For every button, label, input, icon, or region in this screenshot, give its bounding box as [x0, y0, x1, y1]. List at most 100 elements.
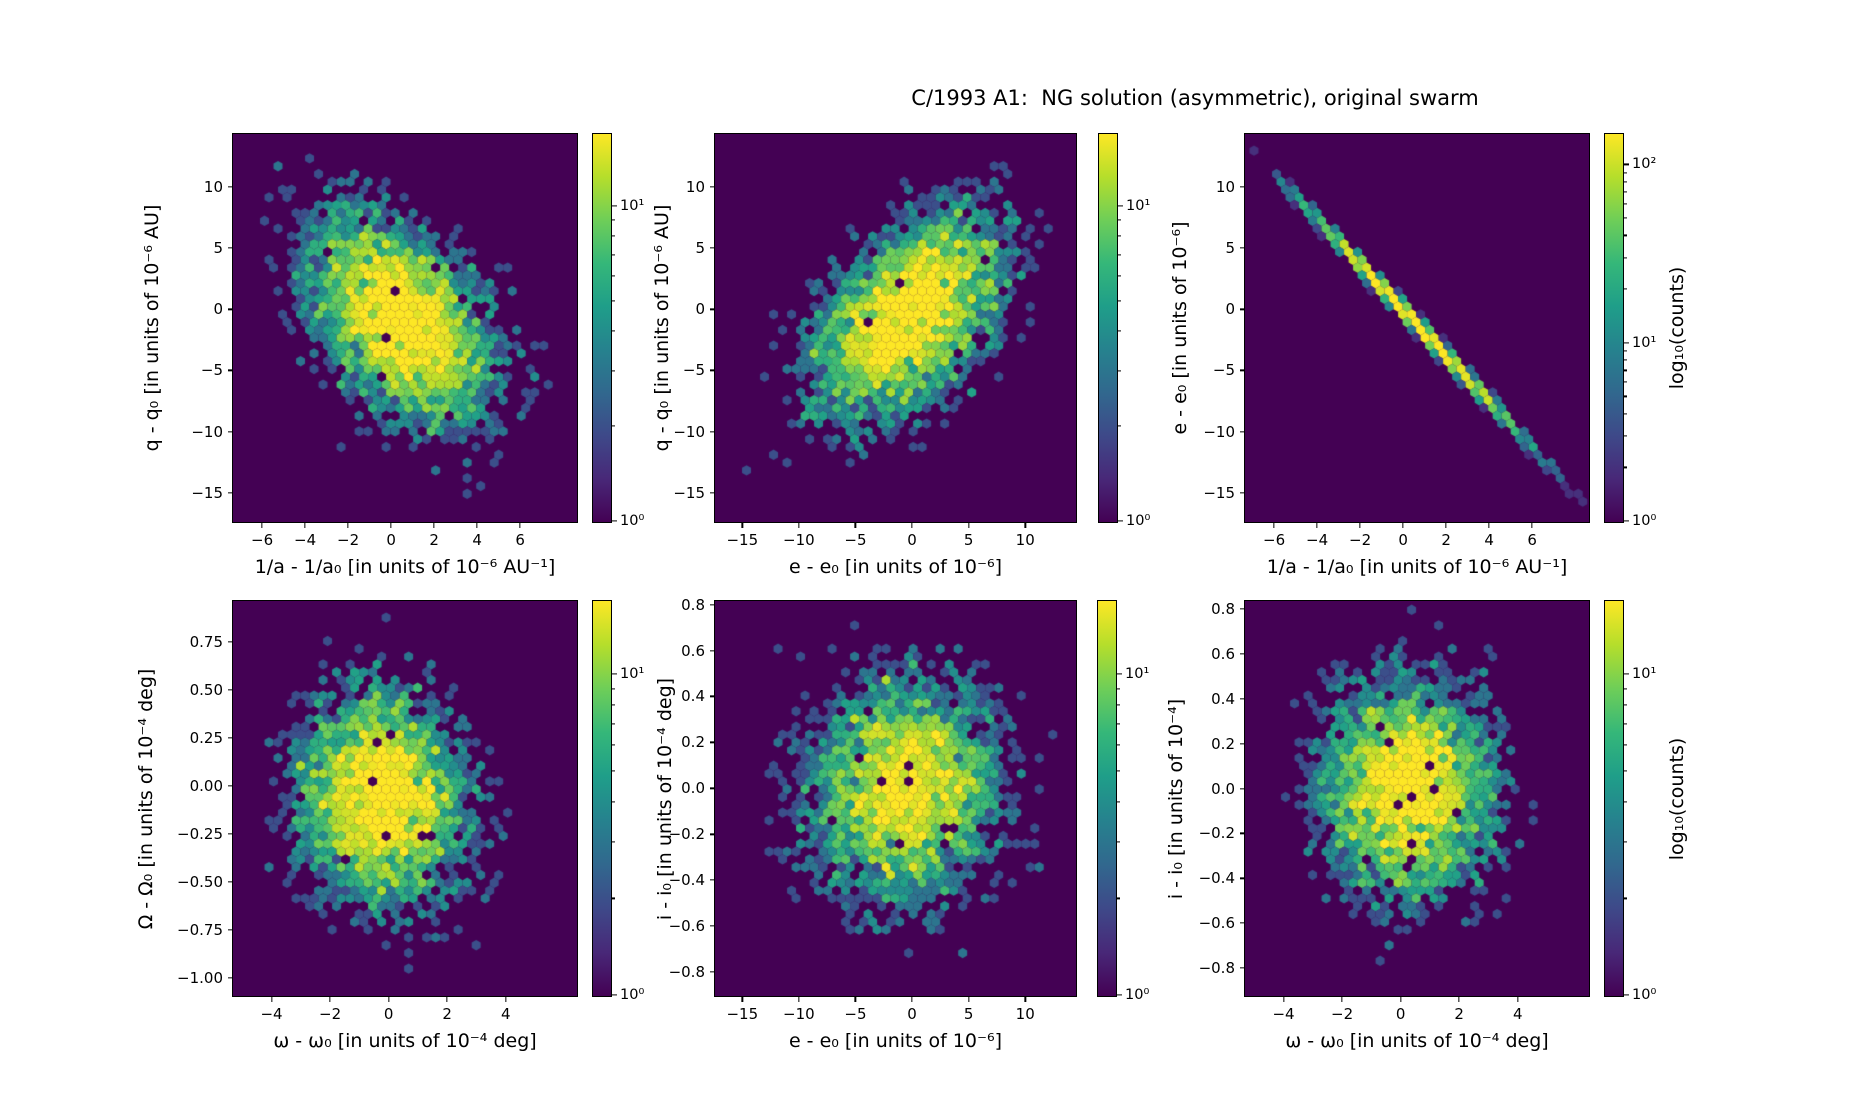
y-tick-mark [1239, 430, 1244, 433]
colorbar: 10² 10¹ 10⁰ log₁₀(counts) [1604, 133, 1688, 529]
colorbar-label: log₁₀(counts) [1666, 737, 1688, 860]
y-tick-mark [709, 369, 714, 372]
y-tick-label: −0.8 [1198, 959, 1235, 978]
colorbar-minor-tick-mark [612, 801, 616, 803]
x-tick-mark [1359, 523, 1361, 528]
colorbar-gradient [1098, 133, 1118, 523]
x-tick-label: 0 [907, 1005, 917, 1023]
y-tick-label: 10 [203, 177, 223, 196]
hexbin-canvas [233, 134, 577, 522]
y-axis-label: Ω - Ω₀ [in units of 10⁻⁴ deg] [135, 668, 157, 929]
x-tick-mark [967, 523, 970, 528]
colorbar-tick-mark [612, 994, 617, 996]
x-tick-mark [741, 997, 743, 1002]
colorbar-minor-tick-mark [1118, 369, 1122, 372]
colorbar-tick-label: 10² [1632, 156, 1657, 173]
y-tick-label: −0.2 [1198, 824, 1235, 843]
y-tick-mark [227, 430, 232, 433]
colorbar-tick-label: 10⁰ [1632, 987, 1657, 1003]
colorbar-minor-tick-mark [612, 841, 616, 843]
y-tick-label: 0 [695, 300, 705, 319]
y-tick-mark [709, 186, 714, 188]
y-tick-label: 0.4 [681, 687, 705, 706]
colorbar-tick-label: 10⁰ [620, 513, 645, 529]
colorbar-minor-tick-mark [612, 723, 616, 725]
colorbar-tick-mark [612, 205, 617, 207]
x-tick-label: −10 [783, 531, 815, 549]
x-tick-label: −15 [726, 531, 759, 549]
y-tick-label: −15 [673, 483, 705, 502]
colorbar-minor-tick-mark [612, 744, 616, 746]
y-tick-mark [1239, 832, 1244, 835]
x-tick-label: 0 [386, 531, 396, 549]
y-tick-label: 0.8 [1211, 599, 1235, 618]
colorbar-tick-mark [1624, 994, 1629, 996]
colorbar-minor-tick-mark [1117, 801, 1121, 803]
x-tick-label: −2 [1349, 531, 1372, 549]
plot-area [232, 133, 578, 523]
colorbar-tick-label: 10¹ [1632, 665, 1657, 682]
colorbar-minor-tick-mark [612, 897, 616, 899]
y-tick-mark [709, 247, 714, 249]
x-tick-label: 0 [1395, 1005, 1406, 1023]
x-tick-label: 0 [383, 1005, 394, 1023]
figure-title: C/1993 A1: NG solution (asymmetric), ori… [911, 86, 1479, 110]
x-axis-ticks: −6 −4 −2 0 2 4 6 [1244, 523, 1590, 557]
x-tick-label: 5 [963, 1005, 974, 1023]
y-tick-label: −0.4 [1198, 869, 1235, 888]
y-tick-label: 0.2 [1211, 734, 1235, 753]
y-tick-mark [709, 430, 714, 433]
colorbar-tick-label: 10¹ [1126, 197, 1151, 214]
colorbar-minor-tick-mark [1624, 257, 1628, 259]
colorbar-tick-mark [1624, 673, 1629, 675]
y-axis-ticks: 10 5 0 −5 −10 −15 [170, 133, 232, 523]
colorbar-minor-tick-mark [612, 299, 616, 302]
colorbar-minor-tick-mark [1624, 466, 1628, 468]
x-axis-label: e - e₀ [in units of 10⁻⁶] [788, 556, 1003, 578]
hexbin-panel-incl-vs-argperi: −4 −2 0 2 4 0.8 0.6 0.4 0.2 0.0 −0.2 −0.4 −0.6 −0.8 … [1165, 600, 1590, 1052]
x-tick-mark [798, 997, 800, 1002]
x-tick-mark [304, 523, 306, 528]
colorbar-minor-tick-mark [1624, 395, 1628, 397]
colorbar-minor-tick-mark [1624, 744, 1628, 746]
y-tick-mark [227, 977, 232, 979]
x-tick-mark [911, 997, 913, 1002]
x-tick-mark [505, 997, 507, 1002]
x-tick-mark [433, 523, 435, 528]
y-tick-mark [1239, 247, 1244, 249]
x-tick-label: 0 [907, 531, 917, 549]
x-axis-ticks: −4 −2 0 2 4 [232, 997, 578, 1031]
x-tick-label: −15 [726, 1005, 759, 1023]
hexbin-panel-e-vs-inverse-a: −6 −4 −2 0 2 4 6 10 5 0 −5 −10 −15 1/a - 1/a₀ [in u… [1169, 133, 1590, 578]
y-tick-mark [709, 649, 714, 652]
hexbin-canvas [715, 601, 1076, 996]
colorbar-minor-tick-mark [612, 253, 616, 256]
y-tick-mark [227, 689, 232, 691]
y-tick-mark [227, 785, 232, 787]
y-tick-mark [227, 308, 232, 310]
y-tick-label: 0.0 [1211, 779, 1235, 798]
colorbar: 10¹ 10⁰ [1097, 600, 1149, 1003]
x-tick-label: −6 [1263, 531, 1286, 549]
y-tick-label: −0.75 [177, 920, 223, 939]
y-tick-label: −1.00 [177, 968, 223, 987]
y-tick-label: 5 [1225, 239, 1235, 258]
x-axis-label: e - e₀ [in units of 10⁻⁶] [788, 1030, 1003, 1052]
y-tick-mark [709, 603, 714, 606]
colorbar-minor-tick-mark [1624, 897, 1628, 899]
x-tick-label: −4 [1272, 1005, 1295, 1023]
x-tick-mark [476, 523, 478, 528]
x-tick-label: 2 [1454, 1005, 1464, 1023]
x-tick-label: 4 [1484, 531, 1494, 549]
x-tick-mark [1531, 523, 1533, 528]
y-tick-label: 5 [695, 239, 705, 258]
y-tick-label: 0.0 [681, 779, 705, 798]
x-tick-mark [854, 523, 857, 528]
x-tick-mark [854, 997, 857, 1002]
colorbar-minor-tick-mark [1624, 413, 1628, 415]
x-tick-mark [261, 523, 263, 528]
plot-area [232, 600, 578, 997]
colorbar-minor-tick-mark [1117, 688, 1121, 690]
hexbin-canvas [233, 601, 577, 996]
